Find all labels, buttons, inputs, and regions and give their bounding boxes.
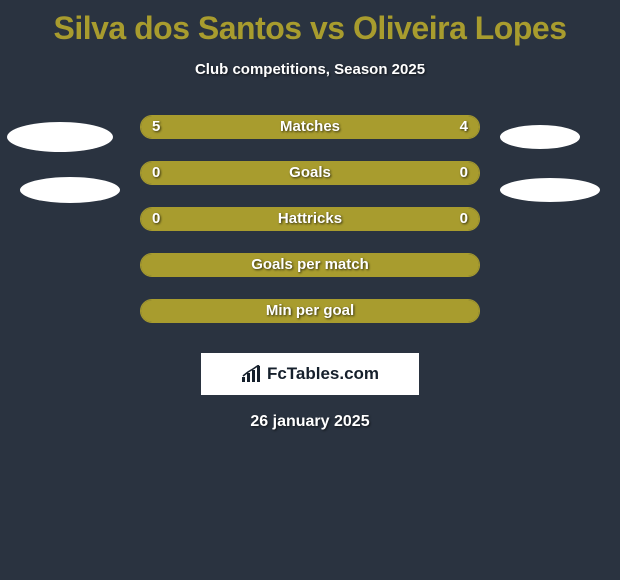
stat-value-right: 0 bbox=[460, 207, 468, 231]
bar-right-fill bbox=[310, 208, 479, 230]
page-title: Silva dos Santos vs Oliveira Lopes bbox=[0, 0, 620, 47]
logo-text: FcTables.com bbox=[267, 364, 379, 384]
stat-row: Hattricks00 bbox=[0, 205, 620, 251]
bar-right-fill bbox=[310, 300, 479, 322]
decorative-ellipse bbox=[500, 125, 580, 149]
bar-track bbox=[140, 161, 480, 185]
bar-track bbox=[140, 299, 480, 323]
logo-box: FcTables.com bbox=[201, 353, 419, 395]
stat-row: Min per goal bbox=[0, 297, 620, 343]
decorative-ellipse bbox=[500, 178, 600, 202]
stat-value-right: 4 bbox=[460, 115, 468, 139]
bar-right-fill bbox=[310, 162, 479, 184]
subtitle: Club competitions, Season 2025 bbox=[0, 61, 620, 78]
stat-value-left: 5 bbox=[152, 115, 160, 139]
bar-track bbox=[140, 115, 480, 139]
bar-left-fill bbox=[141, 300, 310, 322]
bar-track bbox=[140, 253, 480, 277]
decorative-ellipse bbox=[7, 122, 113, 152]
decorative-ellipse bbox=[20, 177, 120, 203]
date-label: 26 january 2025 bbox=[0, 413, 620, 431]
bar-left-fill bbox=[141, 254, 310, 276]
stat-value-left: 0 bbox=[152, 161, 160, 185]
bar-left-fill bbox=[141, 116, 329, 138]
stat-value-left: 0 bbox=[152, 207, 160, 231]
logo: FcTables.com bbox=[241, 364, 379, 384]
bar-right-fill bbox=[329, 116, 479, 138]
chart-icon bbox=[241, 365, 263, 383]
bar-right-fill bbox=[310, 254, 479, 276]
stat-value-right: 0 bbox=[460, 161, 468, 185]
bar-left-fill bbox=[141, 208, 310, 230]
bar-left-fill bbox=[141, 162, 310, 184]
bar-track bbox=[140, 207, 480, 231]
stat-row: Goals per match bbox=[0, 251, 620, 297]
